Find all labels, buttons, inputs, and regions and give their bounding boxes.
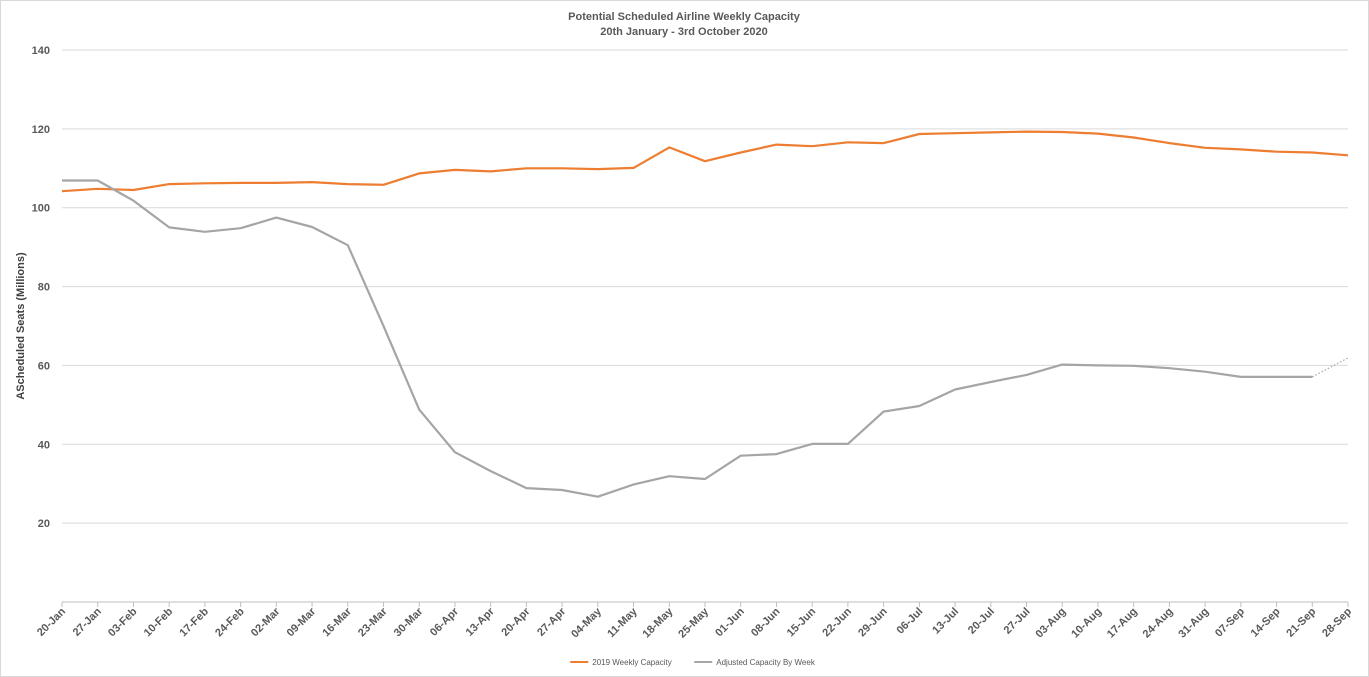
series-line (61, 130, 1349, 193)
x-tick-label: 13-Jul (930, 606, 961, 637)
x-tick-label: 03-Aug (1033, 606, 1068, 641)
x-tick-label: 23-Mar (356, 605, 390, 639)
x-tick-label: 10-Aug (1069, 606, 1104, 641)
x-tick-label: 27-Jan (71, 605, 104, 638)
x-axis-ticks: 20-Jan 27-Jan 03-Feb 10-Feb 17-Feb 24-Feb 02-M… (35, 602, 1354, 640)
y-axis-ticks: 20 40 60 80 100 120 140 (32, 45, 50, 530)
chart-title: Potential Scheduled Airline Weekly Capac… (568, 11, 801, 23)
x-tick-label: 30-Mar (392, 605, 426, 639)
x-tick-label: 13-Apr (464, 605, 498, 639)
x-tick-label: 20-Apr (499, 605, 533, 639)
x-tick-label: 11-May (605, 605, 640, 640)
legend: 2019 Weekly Capacity Adjusted Capacity By… (570, 658, 816, 667)
x-tick-label: 20-Jan (35, 605, 68, 638)
x-tick-label: 29-Jun (856, 605, 890, 639)
y-tick-label: 40 (38, 439, 50, 451)
y-tick-label: 60 (38, 360, 50, 372)
x-tick-label: 27-Apr (535, 605, 569, 639)
x-tick-label: 06-Jul (894, 606, 925, 637)
x-tick-label: 22-Jun (820, 605, 854, 639)
gridlines (62, 49, 1348, 603)
y-tick-label: 120 (32, 124, 50, 136)
y-tick-label: 100 (32, 203, 50, 215)
x-tick-label: 06-Apr (428, 605, 462, 639)
x-tick-label: 02-Mar (249, 605, 283, 639)
x-tick-label: 17-Aug (1105, 606, 1140, 641)
x-tick-label: 10-Feb (142, 605, 176, 639)
x-tick-label: 27-Jul (1002, 606, 1033, 637)
legend-label: 2019 Weekly Capacity (592, 658, 671, 667)
x-tick-label: 16-Mar (320, 605, 354, 639)
x-tick-label: 01-Jun (713, 605, 747, 639)
x-tick-label: 08-Jun (749, 605, 783, 639)
y-axis-title: AScheduled Seats (Millions) (15, 252, 27, 400)
x-tick-label: 15-Jun (785, 605, 819, 639)
legend-label: Adjusted Capacity By Week (716, 658, 816, 667)
x-tick-label: 04-May (569, 605, 604, 640)
chart-subtitle: 20th January - 3rd October 2020 (600, 26, 768, 38)
x-tick-label: 09-Mar (285, 605, 319, 639)
x-tick-label: 17-Feb (177, 605, 211, 639)
y-tick-label: 20 (38, 518, 50, 530)
x-tick-label: 07-Sep (1213, 605, 1247, 639)
x-tick-label: 24-Feb (213, 605, 247, 639)
y-tick-label: 140 (32, 45, 50, 57)
x-tick-label: 21-Sep (1284, 605, 1318, 639)
x-tick-label: 25-May (676, 605, 711, 640)
x-tick-label: 14-Sep (1249, 605, 1283, 639)
series-line-projection (1311, 357, 1349, 378)
x-tick-label: 18-May (641, 605, 676, 640)
y-tick-label: 80 (38, 282, 50, 294)
x-tick-label: 28-Sep (1320, 605, 1354, 639)
series-lines (61, 130, 1349, 498)
x-tick-label: 31-Aug (1176, 606, 1211, 641)
x-tick-label: 20-Jul (966, 606, 997, 637)
series-line (62, 179, 1313, 498)
x-tick-label: 24-Aug (1141, 606, 1176, 641)
x-tick-label: 03-Feb (106, 605, 140, 639)
